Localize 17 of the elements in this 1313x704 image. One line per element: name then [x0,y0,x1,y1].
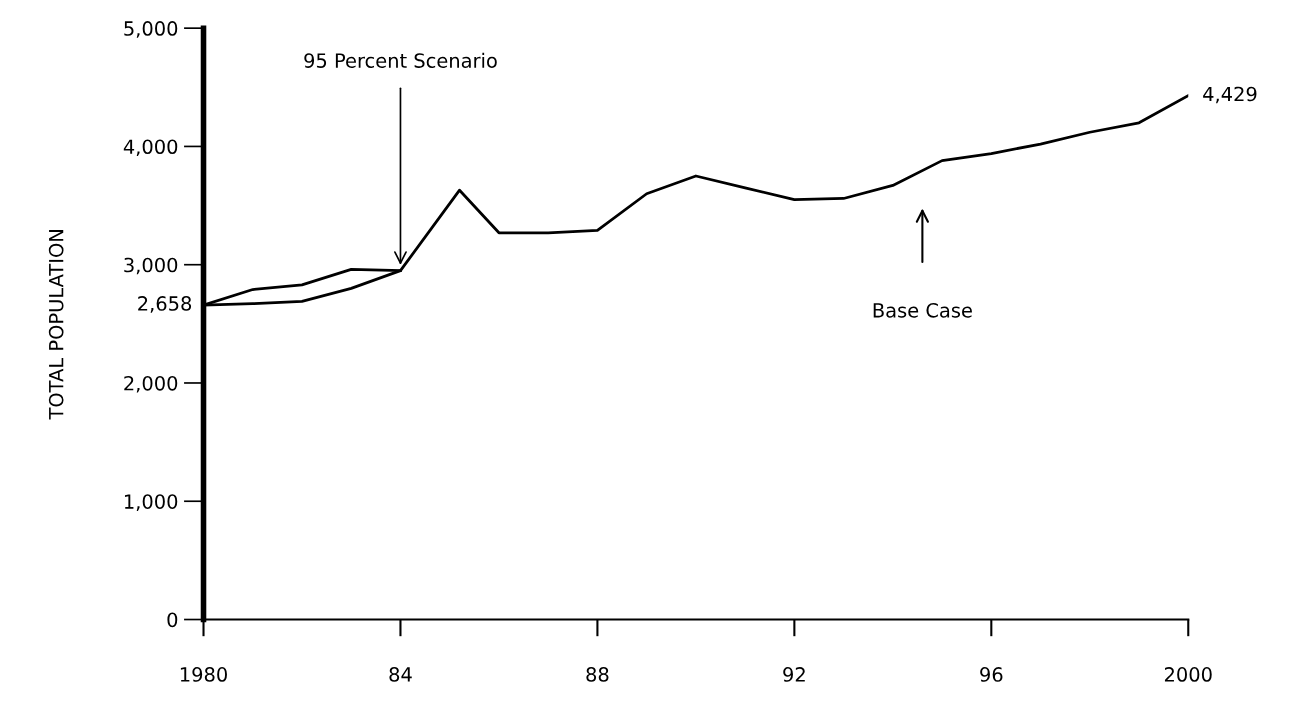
y-tick-label: 4,000 [123,139,178,157]
y-tick-label: 2,000 [124,375,178,393]
y-tick-label: 5,000 [124,21,178,38]
data-label: 4,429 [1203,86,1257,104]
x-tick-label: 1980 [180,667,227,682]
annotation: Base Case [873,302,972,318]
x-tick-label: 2000 [1164,667,1212,682]
y-tick-label: 1,000 [124,494,178,511]
x-tick-label: 84 [389,667,412,682]
x-tick-label: 92 [783,667,805,682]
data-label: 2,658 [138,296,192,313]
x-tick-label: 96 [980,667,1003,682]
y-tick-label: 0 [167,612,178,628]
annotation: 95 Percent Scenario [304,52,497,68]
y-axis-title: TOTAL POPULATION [48,230,64,420]
x-tick-label: 88 [586,667,609,682]
y-tick-label: 3,000 [124,257,178,275]
